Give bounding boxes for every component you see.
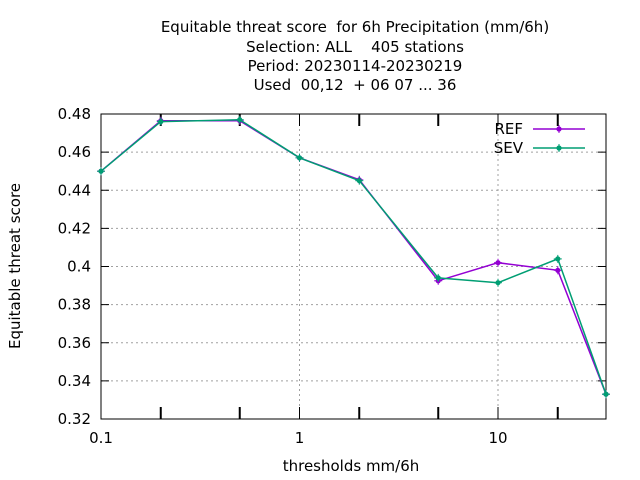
grid — [101, 114, 606, 419]
y-tick-label: 0.32 — [58, 410, 91, 428]
legend-entry-sev: SEV — [494, 139, 585, 157]
axes: 0.32 0.34 0.36 0.38 0.4 0.42 0.44 0.46 0.48 0.1 1 1… — [58, 105, 607, 447]
title-line-2: Selection: ALL 405 stations — [246, 38, 464, 56]
x-tick-label: 1 — [295, 429, 305, 447]
title-line-3: Period: 20230114-20230219 — [247, 57, 463, 75]
series-layer — [97, 115, 610, 399]
data-point — [295, 153, 304, 162]
data-point — [235, 115, 244, 124]
plot-frame — [100, 113, 607, 420]
data-point — [156, 117, 165, 126]
legend-swatch-marker — [555, 144, 563, 152]
legend-swatch-marker — [555, 125, 563, 133]
data-point — [494, 278, 502, 287]
title-line-1: Equitable threat score for 6h Precipitat… — [160, 18, 550, 36]
data-point — [355, 176, 364, 185]
series-line-sev — [100, 118, 607, 395]
data-point — [553, 266, 562, 275]
x-axis-label: thresholds mm/6h — [283, 457, 420, 475]
data-point — [97, 167, 105, 176]
legend-label: REF — [494, 120, 523, 138]
data-point — [434, 273, 443, 282]
data-point — [553, 254, 562, 263]
y-tick-label: 0.4 — [67, 258, 91, 276]
y-tick-label: 0.36 — [58, 334, 91, 352]
y-axis-label: Equitable threat score — [6, 183, 24, 349]
y-tick-label: 0.44 — [58, 181, 91, 199]
x-tick-label: 10 — [488, 429, 507, 447]
series-line-ref — [100, 119, 607, 395]
series-ref — [97, 116, 610, 399]
x-tick-label: 0.1 — [89, 429, 113, 447]
y-tick-label: 0.34 — [58, 372, 91, 390]
y-tick-label: 0.46 — [58, 143, 91, 161]
data-point — [602, 390, 610, 399]
y-tick-label: 0.38 — [58, 296, 91, 314]
y-tick-label: 0.42 — [58, 219, 91, 237]
data-point — [494, 258, 502, 267]
title-line-4: Used 00,12 + 06 07 ... 36 — [253, 76, 457, 94]
series-sev — [97, 115, 610, 399]
legend-entry-ref: REF — [494, 120, 585, 138]
legend-label: SEV — [494, 139, 524, 157]
y-tick-label: 0.48 — [58, 105, 91, 123]
